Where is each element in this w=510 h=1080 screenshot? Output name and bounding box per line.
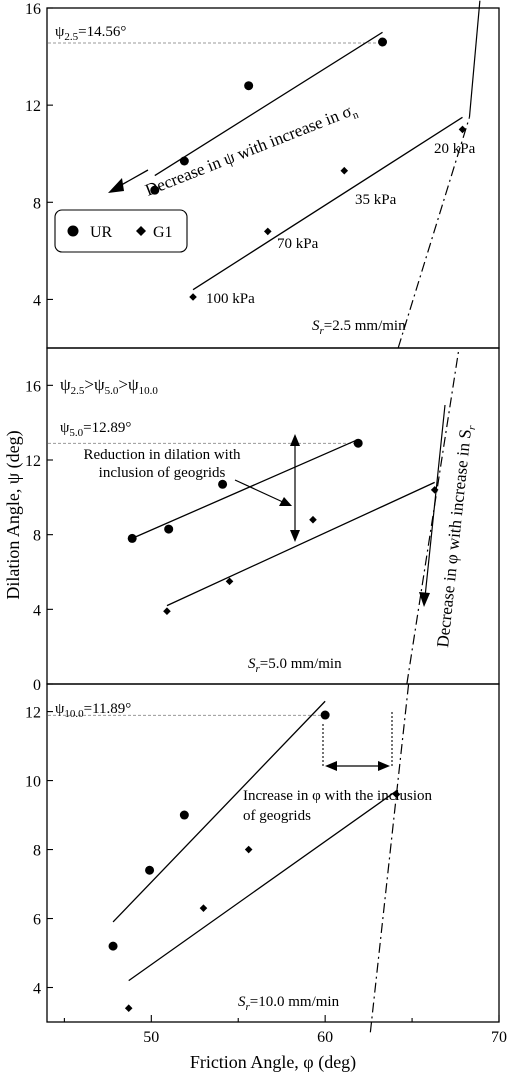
- data-point-ur: [179, 156, 189, 166]
- data-point-g1: [189, 293, 197, 301]
- data-point-ur: [150, 185, 160, 195]
- data-point-ur: [179, 810, 189, 820]
- y-tick-label: 8: [33, 843, 41, 860]
- reference-lines: [48, 42, 383, 716]
- increase-phi-arrowhead-left: [325, 761, 337, 771]
- reduction-pointer-arrowhead: [279, 497, 292, 506]
- data-point-g1: [244, 845, 253, 854]
- data-point-ur: [145, 865, 155, 875]
- reduction-span-arrowhead-bottom: [290, 530, 300, 542]
- data-point-g1: [340, 166, 349, 175]
- pressure-label-100: 100 kPa: [206, 291, 255, 307]
- legend-box: [54, 209, 188, 253]
- legend-label-ur: UR: [90, 224, 113, 241]
- y-tick-label: 16: [25, 1, 41, 18]
- psi-order-annotation: ψ2.5>ψ5.0>ψ10.0: [60, 375, 158, 397]
- data-marks: [108, 37, 467, 1013]
- data-point-ur: [127, 533, 137, 543]
- increase-phi-arrowhead-right: [378, 761, 390, 771]
- reduction-pointer-arrow: [234, 479, 286, 504]
- trend-line-0: [468, 0, 481, 118]
- dash-dot-line-2: [369, 683, 410, 1033]
- fit-line-ur: [112, 700, 326, 923]
- data-point-ur: [353, 438, 363, 448]
- legend-marker-g1: [136, 226, 146, 236]
- decrease-psi-arrowhead: [108, 178, 124, 193]
- panel-frame-10-0: [46, 683, 500, 1023]
- panel-frame-5-0: [46, 347, 500, 685]
- y-tick-label: 16: [25, 378, 41, 395]
- data-point-ur: [378, 37, 388, 47]
- x-tick-label: 50: [143, 1029, 159, 1046]
- fit-line-ur: [131, 438, 359, 539]
- data-point-g1: [430, 486, 439, 494]
- data-point-g1: [124, 1004, 133, 1013]
- pressure-label-35: 35 kPa: [355, 192, 397, 208]
- reduction-span-arrowhead-top: [290, 434, 300, 446]
- x-tick-label: 70: [491, 1029, 507, 1046]
- y-tick-label: 12: [25, 453, 41, 470]
- data-point-ur: [218, 479, 228, 489]
- psi-ref-label-5-0: ψ5.0=12.89°: [60, 420, 131, 439]
- data-point-g1: [392, 790, 401, 799]
- x-tick-label: 60: [317, 1029, 333, 1046]
- y-tick-label: 8: [33, 528, 41, 545]
- dash-dot-line-1: [406, 347, 460, 685]
- data-point-g1: [309, 515, 317, 524]
- psi-ref-label-2-5: ψ2.5=14.56°: [55, 24, 126, 43]
- legend-marker-ur: [67, 225, 79, 237]
- legend: UR G1: [54, 209, 188, 253]
- fit-line-ur: [154, 31, 383, 177]
- data-point-ur: [244, 81, 254, 91]
- y-tick-label: 8: [33, 195, 41, 212]
- reduction-annotation-line1: Reduction in dilation with: [83, 447, 241, 463]
- rate-label-10-0: Sr=10.0 mm/min: [238, 994, 340, 1013]
- data-point-g1: [199, 904, 208, 912]
- increase-phi-annotation-line1: Increase in φ with the inclusion: [243, 788, 433, 804]
- y-tick-label: 12: [25, 98, 41, 115]
- y-axis-title: Dilation Angle, ψ (deg): [3, 430, 24, 599]
- data-point-g1: [225, 577, 234, 586]
- data-point-g1: [458, 125, 467, 134]
- x-axis-title: Friction Angle, φ (deg): [190, 1052, 356, 1073]
- y-tick-label: 4: [33, 292, 41, 309]
- data-point-g1: [163, 607, 171, 615]
- legend-label-g1: G1: [153, 224, 173, 241]
- data-point-ur: [164, 524, 174, 534]
- y-tick-label: 6: [33, 912, 41, 929]
- axis-ticks: 4 8 12 16 0 4 8 12 16 4 6 8 10 12 50 60 70: [25, 1, 507, 1046]
- fit-line-g1: [192, 116, 463, 291]
- data-point-ur: [320, 710, 330, 720]
- rate-label-5-0: Sr=5.0 mm/min: [248, 656, 342, 675]
- y-tick-label: 10: [25, 774, 41, 791]
- data-point-ur: [108, 941, 118, 951]
- decrease-phi-arrowhead: [419, 592, 430, 607]
- dash-dot-line-0: [397, 117, 471, 349]
- y-tick-label: 0: [33, 677, 41, 694]
- fit-line-g1: [166, 481, 435, 607]
- data-point-g1: [263, 227, 272, 236]
- pressure-label-70: 70 kPa: [277, 236, 319, 252]
- y-tick-label: 12: [25, 705, 41, 722]
- rate-label-2-5: Sr=2.5 mm/min: [312, 318, 406, 337]
- decrease-phi-arrow: [424, 404, 446, 598]
- fit-lines: [112, 0, 481, 1033]
- increase-phi-annotation-line2: of geogrids: [243, 808, 311, 824]
- reduction-annotation-line2: inclusion of geogrids: [99, 465, 226, 481]
- psi-ref-label-10-0: ψ10.0=11.89°: [55, 701, 131, 720]
- y-tick-label: 4: [33, 981, 41, 998]
- y-tick-label: 4: [33, 602, 41, 619]
- panel-frame-2-5: [46, 7, 500, 349]
- fit-line-g1: [128, 790, 397, 982]
- pressure-label-20: 20 kPa: [434, 141, 476, 157]
